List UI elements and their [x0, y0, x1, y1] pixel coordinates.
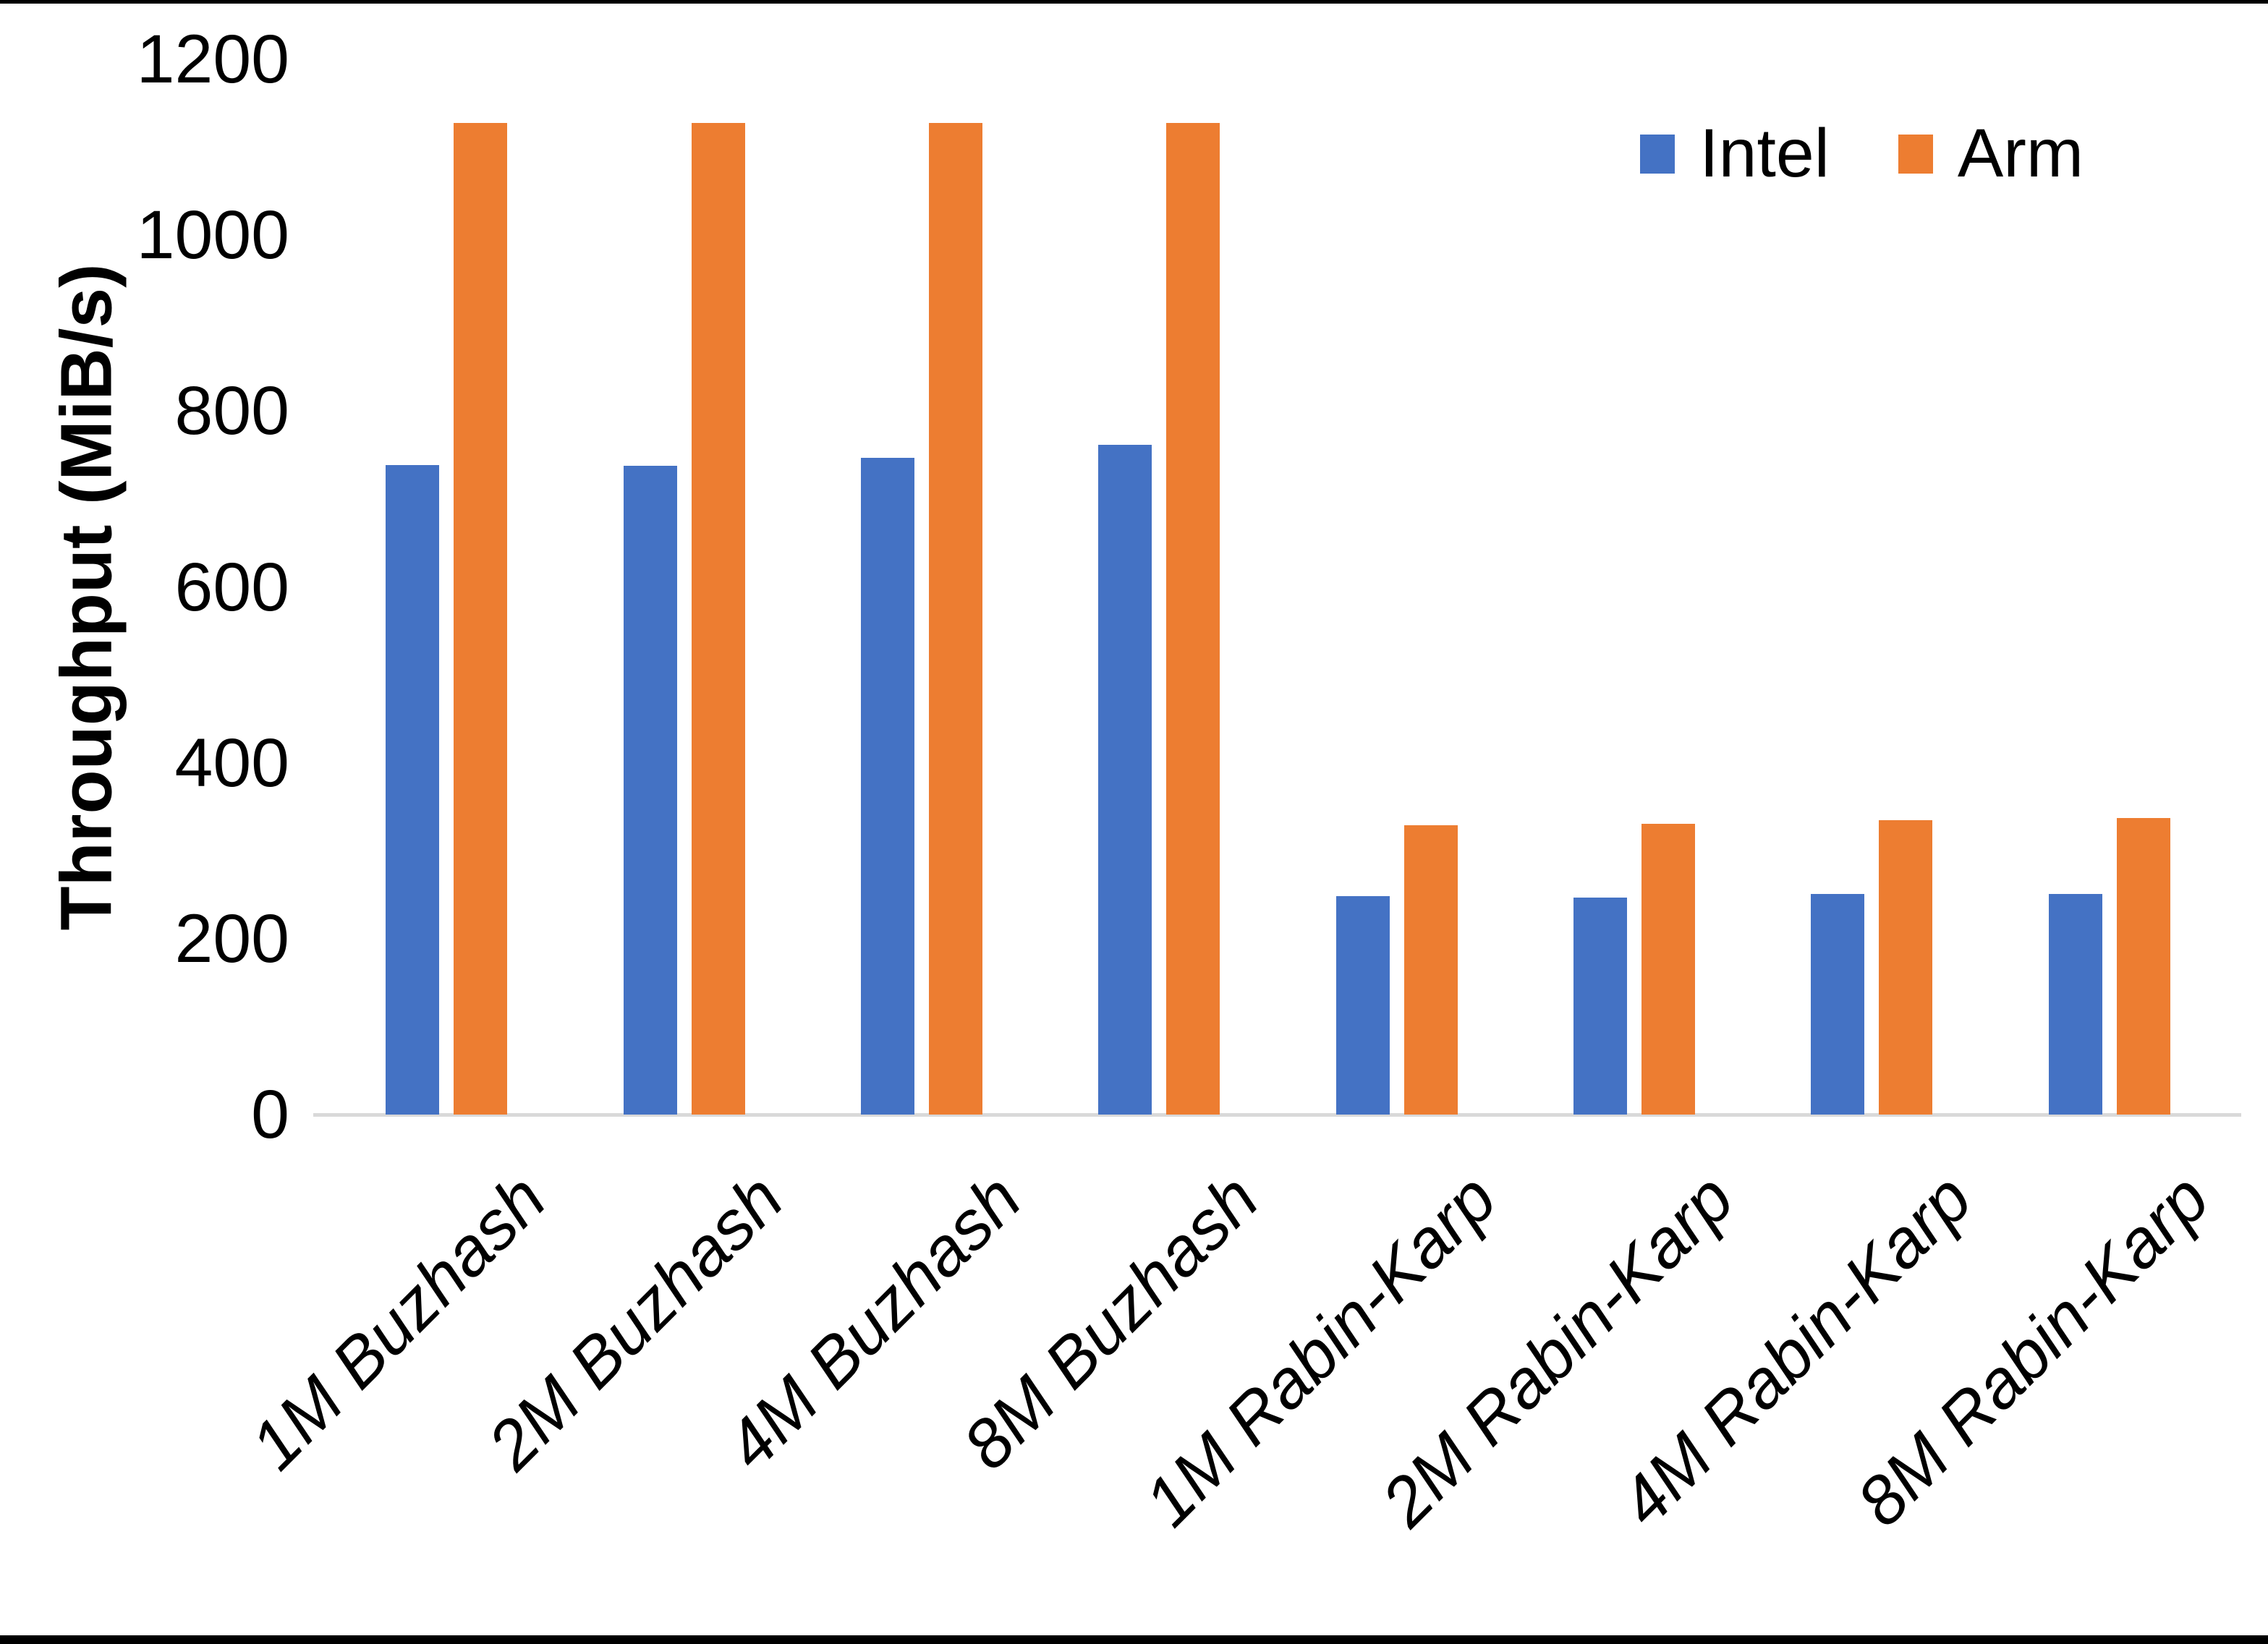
legend-label-intel: Intel — [1699, 115, 1830, 192]
bar-arm-4m-buzhash — [928, 122, 982, 1115]
intel-series-swatch-icon — [1640, 134, 1675, 174]
category-group-7: 4M Rabin-Karp — [1605, 59, 1990, 1541]
y-axis-tick-400: 400 — [174, 724, 289, 801]
category-group-6: 2M Rabin-Karp — [1367, 59, 1753, 1541]
category-group-4: 8M Buzhash — [949, 59, 1278, 1484]
bar-intel-1m-buzhash — [386, 464, 440, 1115]
y-axis-tick-1000: 1000 — [136, 197, 289, 274]
bar-intel-2m-rabin-karp — [1573, 897, 1628, 1115]
y-axis-tick-600: 600 — [174, 548, 289, 626]
bar-intel-2m-buzhash — [623, 465, 677, 1115]
bar-arm-2m-buzhash — [691, 122, 745, 1115]
bar-clusters: 1M Buzhash 2M Buzhash 4M Buzhash 8M Buzhash… — [236, 59, 2228, 1541]
bar-intel-8m-rabin-karp — [2048, 893, 2102, 1115]
bar-arm-8m-buzhash — [1166, 122, 1220, 1115]
legend: Intel Arm — [1640, 114, 2084, 193]
category-group-1: 1M Buzhash — [236, 59, 565, 1484]
y-axis-tick-200: 200 — [174, 900, 289, 977]
legend-item-arm: Arm — [1898, 114, 2084, 193]
bar-arm-4m-rabin-karp — [1879, 819, 1933, 1115]
bar-intel-1m-rabin-karp — [1335, 896, 1390, 1115]
bar-arm-2m-rabin-karp — [1641, 823, 1696, 1115]
bottom-border — [0, 1635, 2268, 1644]
legend-item-intel: Intel — [1640, 114, 1830, 193]
category-group-3: 4M Buzhash — [711, 59, 1040, 1484]
top-border — [0, 0, 2268, 4]
bar-intel-4m-rabin-karp — [1811, 893, 1865, 1115]
category-group-2: 2M Buzhash — [474, 59, 802, 1484]
category-group-8: 8M Rabin-Karp — [1843, 59, 2228, 1541]
bar-intel-4m-buzhash — [860, 457, 914, 1115]
arm-series-swatch-icon — [1898, 134, 1933, 174]
category-group-5: 1M Rabin-Karp — [1130, 59, 1516, 1541]
plot-area: 1M Buzhash 2M Buzhash 4M Buzhash 8M Buzhash… — [236, 59, 2241, 1541]
bar-arm-1m-buzhash — [454, 122, 508, 1115]
y-axis-tick-0: 0 — [251, 1076, 289, 1153]
bar-intel-8m-buzhash — [1098, 444, 1152, 1115]
bar-arm-8m-rabin-karp — [2116, 818, 2170, 1115]
y-axis-tick-800: 800 — [174, 372, 289, 450]
x-axis-line — [313, 1113, 2241, 1117]
y-axis-tick-1200: 1200 — [136, 21, 289, 98]
legend-label-arm: Arm — [1957, 115, 2084, 192]
bar-arm-1m-rabin-karp — [1403, 825, 1458, 1115]
